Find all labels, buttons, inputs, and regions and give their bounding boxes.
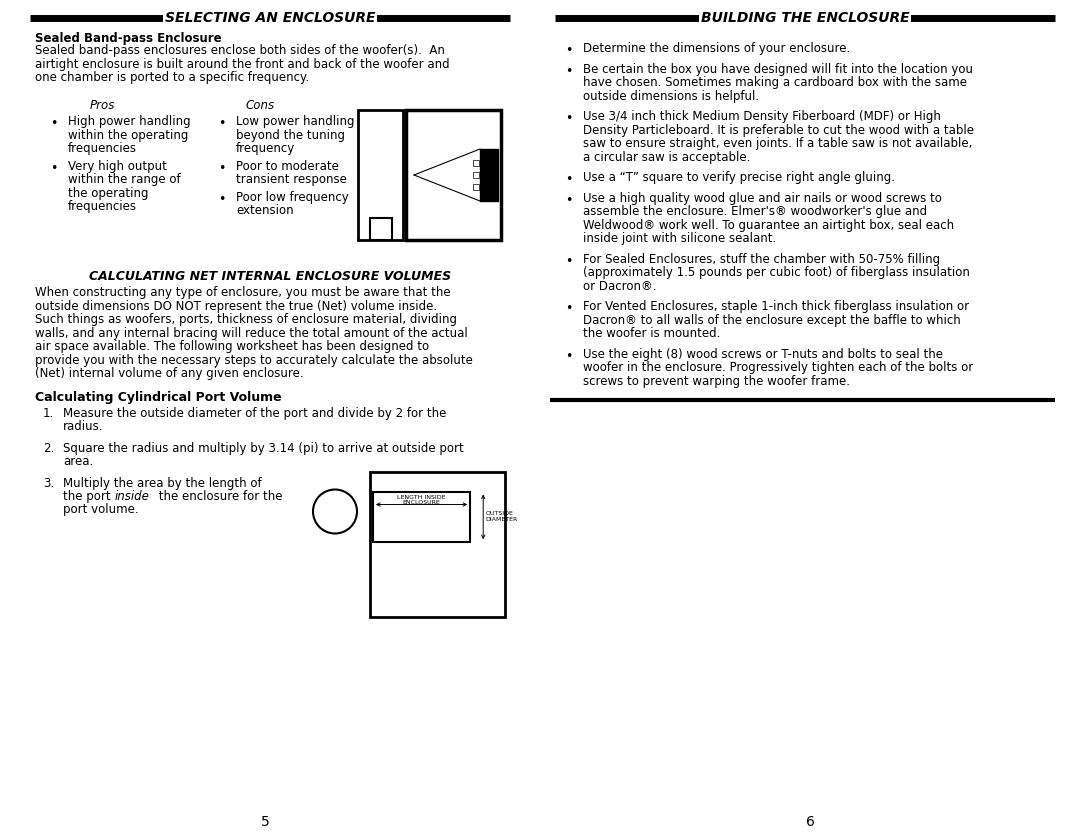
Text: Measure the outside diameter of the port and divide by 2 for the: Measure the outside diameter of the port…: [63, 406, 446, 420]
Text: outside dimensions is helpful.: outside dimensions is helpful.: [583, 89, 759, 103]
Text: •: •: [565, 44, 572, 57]
Text: High power handling: High power handling: [68, 115, 191, 128]
Text: Very high output: Very high output: [68, 159, 167, 173]
Text: Use a “T” square to verify precise right angle gluing.: Use a “T” square to verify precise right…: [583, 171, 895, 184]
Text: •: •: [218, 193, 226, 205]
Text: CALCULATING NET INTERNAL ENCLOSURE VOLUMES: CALCULATING NET INTERNAL ENCLOSURE VOLUM…: [89, 270, 451, 283]
Text: Use 3/4 inch thick Medium Density Fiberboard (MDF) or High: Use 3/4 inch thick Medium Density Fiberb…: [583, 110, 941, 123]
Text: the enclosure for the: the enclosure for the: [156, 490, 283, 503]
Text: saw to ensure straight, even joints. If a table saw is not available,: saw to ensure straight, even joints. If …: [583, 137, 972, 150]
Text: Calculating Cylindrical Port Volume: Calculating Cylindrical Port Volume: [35, 390, 282, 404]
Text: extension: extension: [237, 204, 294, 217]
Text: •: •: [218, 162, 226, 174]
Text: Sealed Band-pass Enclosure: Sealed Band-pass Enclosure: [35, 32, 221, 45]
Circle shape: [313, 490, 357, 534]
Text: •: •: [218, 117, 226, 130]
Text: Sealed band-pass enclosures enclose both sides of the woofer(s).  An: Sealed band-pass enclosures enclose both…: [35, 44, 445, 57]
Text: frequencies: frequencies: [68, 200, 137, 213]
Text: Density Particleboard. It is preferable to cut the wood with a table: Density Particleboard. It is preferable …: [583, 123, 974, 137]
Bar: [473, 172, 480, 178]
Text: •: •: [565, 302, 572, 315]
Text: inside joint with silicone sealant.: inside joint with silicone sealant.: [583, 232, 777, 245]
Text: woofer in the enclosure. Progressively tighten each of the bolts or: woofer in the enclosure. Progressively t…: [583, 361, 973, 374]
Text: provide you with the necessary steps to accurately calculate the absolute: provide you with the necessary steps to …: [35, 354, 473, 366]
Text: OUTSIDE
DIAMETER: OUTSIDE DIAMETER: [485, 511, 517, 522]
Text: SELECTING AN ENCLOSURE: SELECTING AN ENCLOSURE: [165, 11, 375, 25]
Text: Determine the dimensions of your enclosure.: Determine the dimensions of your enclosu…: [583, 42, 850, 55]
Text: Such things as woofers, ports, thickness of enclosure material, dividing: Such things as woofers, ports, thickness…: [35, 313, 457, 326]
Text: Poor low frequency: Poor low frequency: [237, 190, 349, 203]
Text: Cons: Cons: [245, 99, 274, 112]
Text: radius.: radius.: [63, 420, 104, 433]
Text: (Net) internal volume of any given enclosure.: (Net) internal volume of any given enclo…: [35, 367, 303, 380]
Text: beyond the tuning: beyond the tuning: [237, 128, 345, 142]
Text: 1.: 1.: [43, 406, 54, 420]
Text: 3.: 3.: [43, 476, 54, 490]
Text: airtight enclosure is built around the front and back of the woofer and: airtight enclosure is built around the f…: [35, 58, 449, 71]
Text: •: •: [565, 64, 572, 78]
Bar: [370, 471, 505, 616]
Text: LENGTH INSIDE
ENCLOSURE: LENGTH INSIDE ENCLOSURE: [397, 495, 446, 505]
Text: screws to prevent warping the woofer frame.: screws to prevent warping the woofer fra…: [583, 374, 850, 388]
Text: 6: 6: [806, 815, 814, 829]
Text: frequencies: frequencies: [68, 142, 137, 155]
Bar: [369, 218, 391, 240]
Text: Be certain the box you have designed will fit into the location you: Be certain the box you have designed wil…: [583, 63, 973, 76]
Text: have chosen. Sometimes making a cardboard box with the same: have chosen. Sometimes making a cardboar…: [583, 76, 967, 89]
Text: Poor to moderate: Poor to moderate: [237, 159, 339, 173]
Text: •: •: [565, 254, 572, 268]
Text: outside dimensions DO NOT represent the true (Net) volume inside.: outside dimensions DO NOT represent the …: [35, 299, 437, 313]
Text: air space available. The following worksheet has been designed to: air space available. The following works…: [35, 340, 429, 353]
Text: Multiply the area by the length of: Multiply the area by the length of: [63, 476, 261, 490]
Text: the port: the port: [63, 490, 114, 503]
Text: port volume.: port volume.: [63, 504, 138, 516]
Text: Weldwood® work well. To guarantee an airtight box, seal each: Weldwood® work well. To guarantee an air…: [583, 219, 954, 232]
Text: •: •: [565, 173, 572, 186]
Text: the woofer is mounted.: the woofer is mounted.: [583, 327, 720, 340]
Text: inside: inside: [114, 490, 150, 503]
Text: or Dacron®.: or Dacron®.: [583, 279, 657, 293]
Text: frequency: frequency: [237, 142, 295, 155]
Text: 2.: 2.: [43, 441, 54, 455]
Text: within the operating: within the operating: [68, 128, 188, 142]
Text: For Sealed Enclosures, stuff the chamber with 50-75% filling: For Sealed Enclosures, stuff the chamber…: [583, 253, 940, 265]
Text: •: •: [565, 193, 572, 207]
Text: •: •: [50, 117, 57, 130]
Text: •: •: [565, 349, 572, 363]
Text: Low power handling: Low power handling: [237, 115, 354, 128]
Text: assemble the enclosure. Elmer's® woodworker's glue and: assemble the enclosure. Elmer's® woodwor…: [583, 205, 927, 218]
Text: area.: area.: [63, 455, 93, 468]
Bar: [480, 149, 498, 201]
Text: •: •: [565, 112, 572, 125]
Text: the operating: the operating: [68, 187, 149, 199]
Text: Pros: Pros: [90, 99, 116, 112]
Text: •: •: [50, 162, 57, 174]
Text: a circular saw is acceptable.: a circular saw is acceptable.: [583, 150, 751, 163]
Text: Dacron® to all walls of the enclosure except the baffle to which: Dacron® to all walls of the enclosure ex…: [583, 314, 961, 326]
Bar: [357, 110, 403, 240]
Text: Use the eight (8) wood screws or T-nuts and bolts to seal the: Use the eight (8) wood screws or T-nuts …: [583, 348, 943, 360]
Text: walls, and any internal bracing will reduce the total amount of the actual: walls, and any internal bracing will red…: [35, 326, 468, 339]
Text: For Vented Enclosures, staple 1-inch thick fiberglass insulation or: For Vented Enclosures, staple 1-inch thi…: [583, 300, 969, 313]
Text: 5: 5: [260, 815, 269, 829]
Text: When constructing any type of enclosure, you must be aware that the: When constructing any type of enclosure,…: [35, 286, 450, 299]
Text: BUILDING THE ENCLOSURE: BUILDING THE ENCLOSURE: [701, 11, 909, 25]
Bar: [373, 491, 470, 542]
Text: within the range of: within the range of: [68, 173, 180, 186]
Bar: [406, 110, 501, 240]
Text: one chamber is ported to a specific frequency.: one chamber is ported to a specific freq…: [35, 71, 309, 84]
Text: Square the radius and multiply by 3.14 (pi) to arrive at outside port: Square the radius and multiply by 3.14 (…: [63, 441, 463, 455]
Bar: [473, 160, 480, 166]
Text: Use a high quality wood glue and air nails or wood screws to: Use a high quality wood glue and air nai…: [583, 192, 942, 204]
Text: transient response: transient response: [237, 173, 347, 186]
Text: (approximately 1.5 pounds per cubic foot) of fiberglass insulation: (approximately 1.5 pounds per cubic foot…: [583, 266, 970, 279]
Bar: [473, 184, 480, 190]
